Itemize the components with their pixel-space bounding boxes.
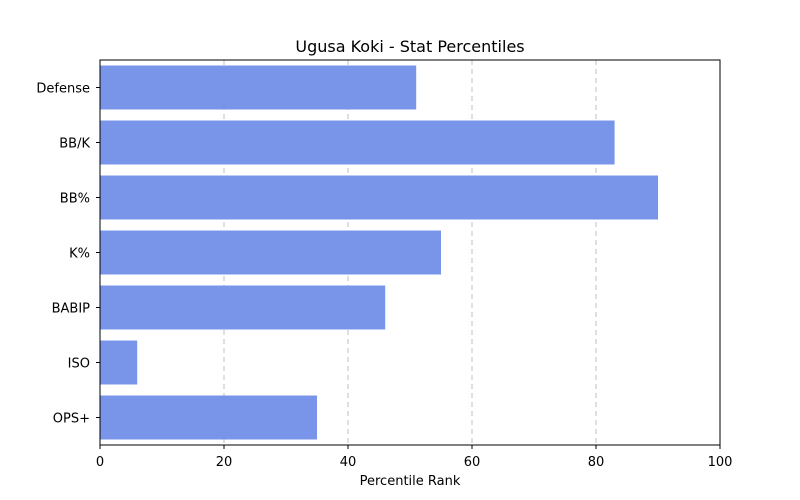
bar <box>100 65 417 110</box>
y-tick-label: BABIP <box>52 302 91 317</box>
y-tick-label: BB% <box>60 192 90 207</box>
bars <box>100 65 658 440</box>
y-tick-label: K% <box>69 247 90 262</box>
x-tick-label: 40 <box>340 455 357 470</box>
x-tick-label: 20 <box>216 455 233 470</box>
chart-title: Ugusa Koki - Stat Percentiles <box>295 37 524 56</box>
bar <box>100 340 138 385</box>
x-axis-label: Percentile Rank <box>360 474 461 489</box>
bar <box>100 395 317 440</box>
y-tick-label: BB/K <box>59 137 90 152</box>
y-tick-label: Defense <box>36 82 90 97</box>
bar <box>100 285 386 330</box>
y-axis-ticks: OPS+ ISO BABIP K% BB% BB/K Defense <box>36 82 100 427</box>
bar <box>100 230 441 275</box>
x-tick-label: 0 <box>96 455 104 470</box>
x-tick-label: 80 <box>588 455 605 470</box>
bar <box>100 175 658 220</box>
y-tick-label: OPS+ <box>53 412 90 427</box>
x-tick-label: 60 <box>464 455 481 470</box>
bar <box>100 120 615 165</box>
y-tick-label: ISO <box>68 357 90 372</box>
x-tick-label: 100 <box>708 455 733 470</box>
x-axis-ticks: 0 20 40 60 80 100 <box>96 445 733 470</box>
